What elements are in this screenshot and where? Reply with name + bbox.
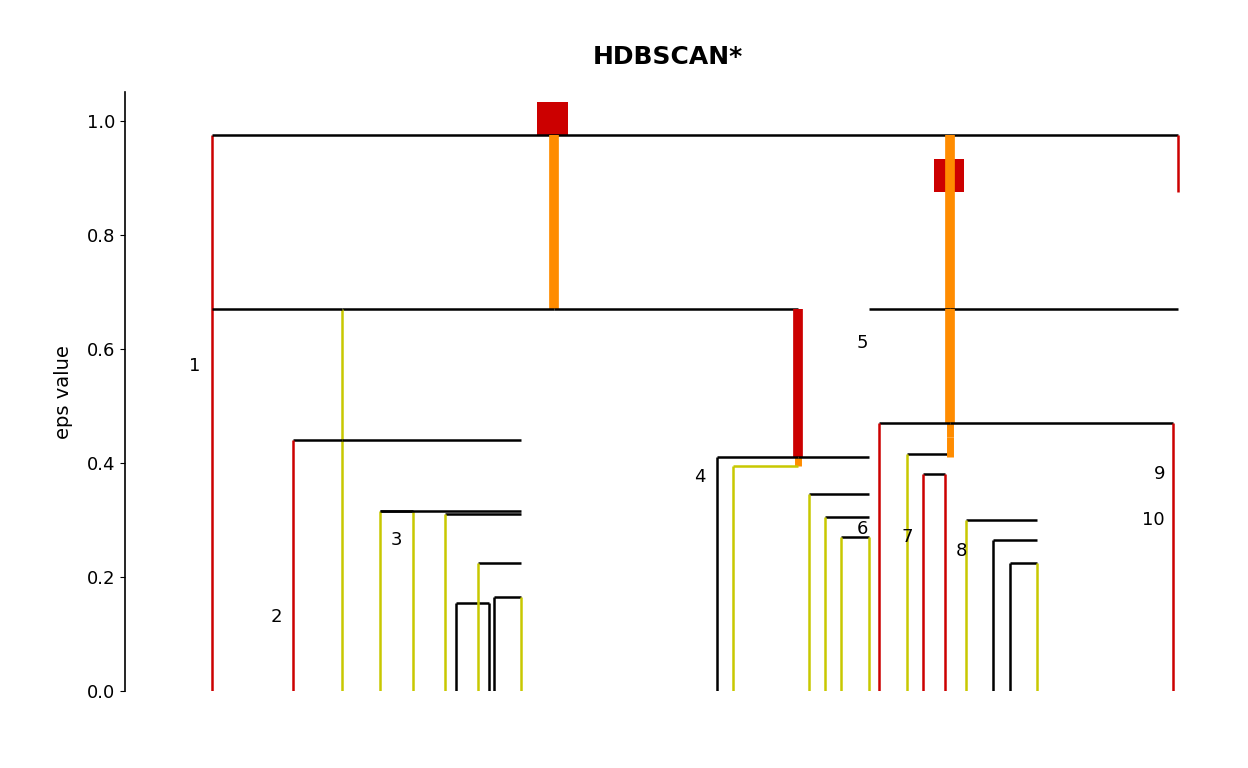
Title: HDBSCAN*: HDBSCAN*	[593, 45, 743, 69]
Text: 10: 10	[1142, 511, 1164, 529]
Text: 7: 7	[901, 528, 912, 546]
Bar	[934, 159, 965, 192]
Text: 2: 2	[271, 608, 282, 626]
Text: 1: 1	[190, 357, 201, 375]
Text: 4: 4	[694, 468, 705, 486]
Text: 5: 5	[857, 334, 869, 353]
Text: 6: 6	[857, 520, 869, 538]
Text: 9: 9	[1153, 465, 1164, 483]
Y-axis label: eps value: eps value	[54, 345, 72, 439]
Text: 8: 8	[956, 542, 967, 561]
Bar	[538, 102, 568, 135]
Text: 3: 3	[391, 531, 402, 549]
